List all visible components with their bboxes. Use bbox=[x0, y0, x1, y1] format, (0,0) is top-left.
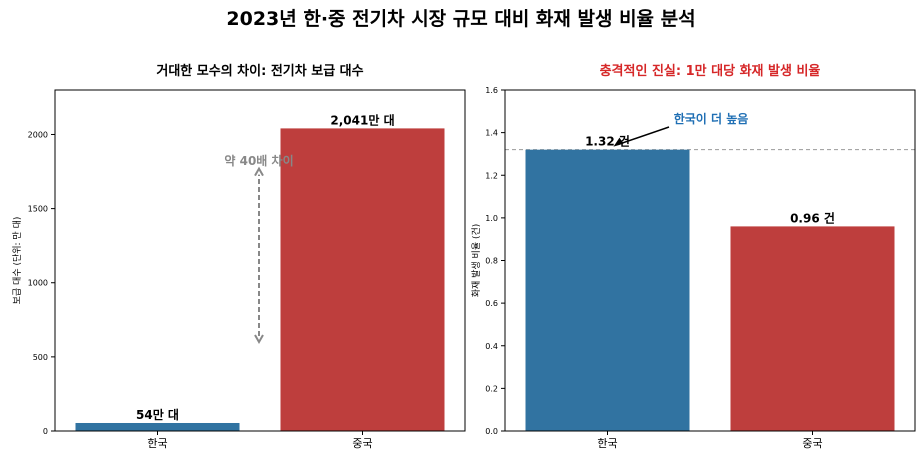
bar-value-label: 2,041만 대 bbox=[330, 112, 394, 127]
y-tick-label: 1.6 bbox=[485, 86, 498, 95]
y-tick-label: 0.6 bbox=[485, 299, 498, 308]
y-axis-label: 화재 발생 비율 (건) bbox=[471, 224, 482, 298]
y-tick-label: 1000 bbox=[28, 279, 48, 288]
x-tick-label: 한국 bbox=[597, 437, 617, 450]
bar-중국 bbox=[280, 128, 445, 431]
chart-1-title: 거대한 모수의 차이: 전기차 보급 대수 bbox=[156, 63, 363, 79]
difference-arrow-head-up bbox=[254, 166, 264, 177]
y-tick-label: 2000 bbox=[28, 130, 48, 139]
y-tick-label: 0.0 bbox=[485, 427, 498, 436]
bar-value-label: 0.96 건 bbox=[790, 210, 835, 225]
y-tick-label: 0.8 bbox=[485, 257, 498, 266]
bar-value-label: 1.32 건 bbox=[585, 134, 630, 149]
bar-한국 bbox=[525, 149, 690, 432]
y-tick-label: 0 bbox=[43, 427, 48, 436]
figure-title: 2023년 한·중 전기차 시장 규모 대비 화재 발생 비율 분석 bbox=[226, 8, 696, 30]
x-tick-label: 중국 bbox=[802, 437, 822, 450]
plot-frame bbox=[54, 89, 466, 432]
y-tick-label: 1500 bbox=[28, 205, 48, 214]
y-axis-label: 보급 대수 (단위: 만 대) bbox=[12, 217, 23, 305]
y-tick-label: 1.2 bbox=[485, 171, 498, 180]
y-tick-label: 1.0 bbox=[485, 214, 498, 223]
bar-한국 bbox=[75, 422, 240, 431]
highlight-arrow bbox=[617, 126, 670, 146]
highlight-annotation: 한국이 더 높음 bbox=[674, 111, 749, 126]
chart-2-title: 충격적인 진실: 1만 대당 화재 발생 비율 bbox=[600, 63, 821, 79]
difference-annotation: 약 40배 차이 bbox=[224, 153, 293, 168]
x-tick-label: 중국 bbox=[352, 437, 372, 450]
y-tick-label: 500 bbox=[33, 353, 48, 362]
difference-arrow-head-down bbox=[254, 334, 264, 345]
y-tick-label: 0.2 bbox=[485, 384, 498, 393]
y-tick-label: 0.4 bbox=[485, 342, 498, 351]
x-tick-label: 한국 bbox=[147, 437, 167, 450]
highlight-arrow-head bbox=[613, 137, 624, 147]
bar-value-label: 54만 대 bbox=[136, 407, 179, 422]
y-tick-label: 1.4 bbox=[485, 129, 498, 138]
bar-중국 bbox=[730, 226, 895, 431]
